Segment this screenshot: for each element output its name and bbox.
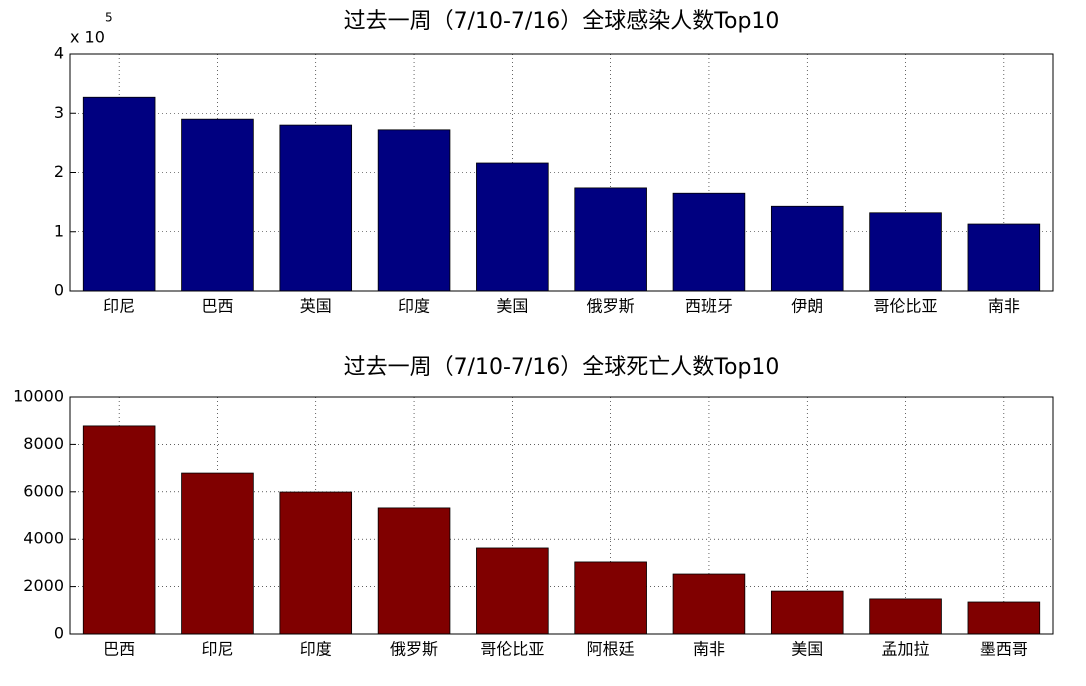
x-tick-label: 哥伦比亚 [874,297,938,316]
bar [377,129,451,292]
bar [82,425,156,635]
x-tick-label: 印尼 [201,640,233,659]
bar [672,192,746,292]
x-tick-label: 伊朗 [791,297,823,316]
bar [770,590,844,635]
bar [181,118,254,292]
x-tick-label: 美国 [496,297,528,316]
bar [476,547,549,635]
y-tick-label: 1 [54,221,64,240]
y-tick-label: 0 [54,624,64,643]
plot-frame [69,53,1054,292]
y-tick-label: 10000 [13,387,64,406]
chart-title: 过去一周（7/10-7/16）全球感染人数Top10 [344,9,780,34]
bar [770,205,844,292]
x-tick-label: 哥伦比亚 [480,640,544,659]
x-tick-label: 印度 [398,297,430,316]
x-tick-label: 孟加拉 [882,640,930,659]
x-tick-label: 印度 [300,640,332,659]
x-tick-label: 巴西 [103,640,135,659]
bar [672,573,746,635]
chart-title: 过去一周（7/10-7/16）全球死亡人数Top10 [344,355,780,380]
bar [82,96,156,292]
bar [869,598,942,635]
y-tick-label: 8000 [23,434,64,453]
bar [476,162,549,292]
x-tick-label: 南非 [693,640,725,659]
x-tick-label: 西班牙 [685,297,733,316]
x-tick-label: 俄罗斯 [390,640,438,659]
bar [377,507,451,635]
x-tick-label: 巴西 [201,297,233,316]
x-tick-label: 墨西哥 [980,640,1028,659]
axis-multiplier: x 10 [70,28,105,47]
x-tick-label: 南非 [988,297,1020,316]
y-tick-label: 2000 [23,576,64,595]
y-tick-label: 0 [54,281,64,300]
bar [869,212,942,292]
y-tick-label: 3 [54,103,64,122]
x-tick-label: 阿根廷 [587,640,635,659]
x-tick-label: 俄罗斯 [587,297,635,316]
axis-multiplier-exponent: 5 [105,11,113,25]
bar [574,187,647,292]
y-tick-label: 4 [54,44,64,63]
x-tick-label: 印尼 [103,297,135,316]
bar [967,223,1041,292]
y-tick-label: 2 [54,162,64,181]
y-tick-label: 4000 [23,529,64,548]
bar [574,561,647,635]
plot-frame [69,396,1054,635]
y-tick-label: 6000 [23,481,64,500]
x-tick-label: 英国 [300,297,332,316]
bar [181,472,254,635]
bar [279,491,353,635]
x-tick-label: 美国 [791,640,823,659]
bar [967,601,1041,635]
bar [279,124,353,292]
